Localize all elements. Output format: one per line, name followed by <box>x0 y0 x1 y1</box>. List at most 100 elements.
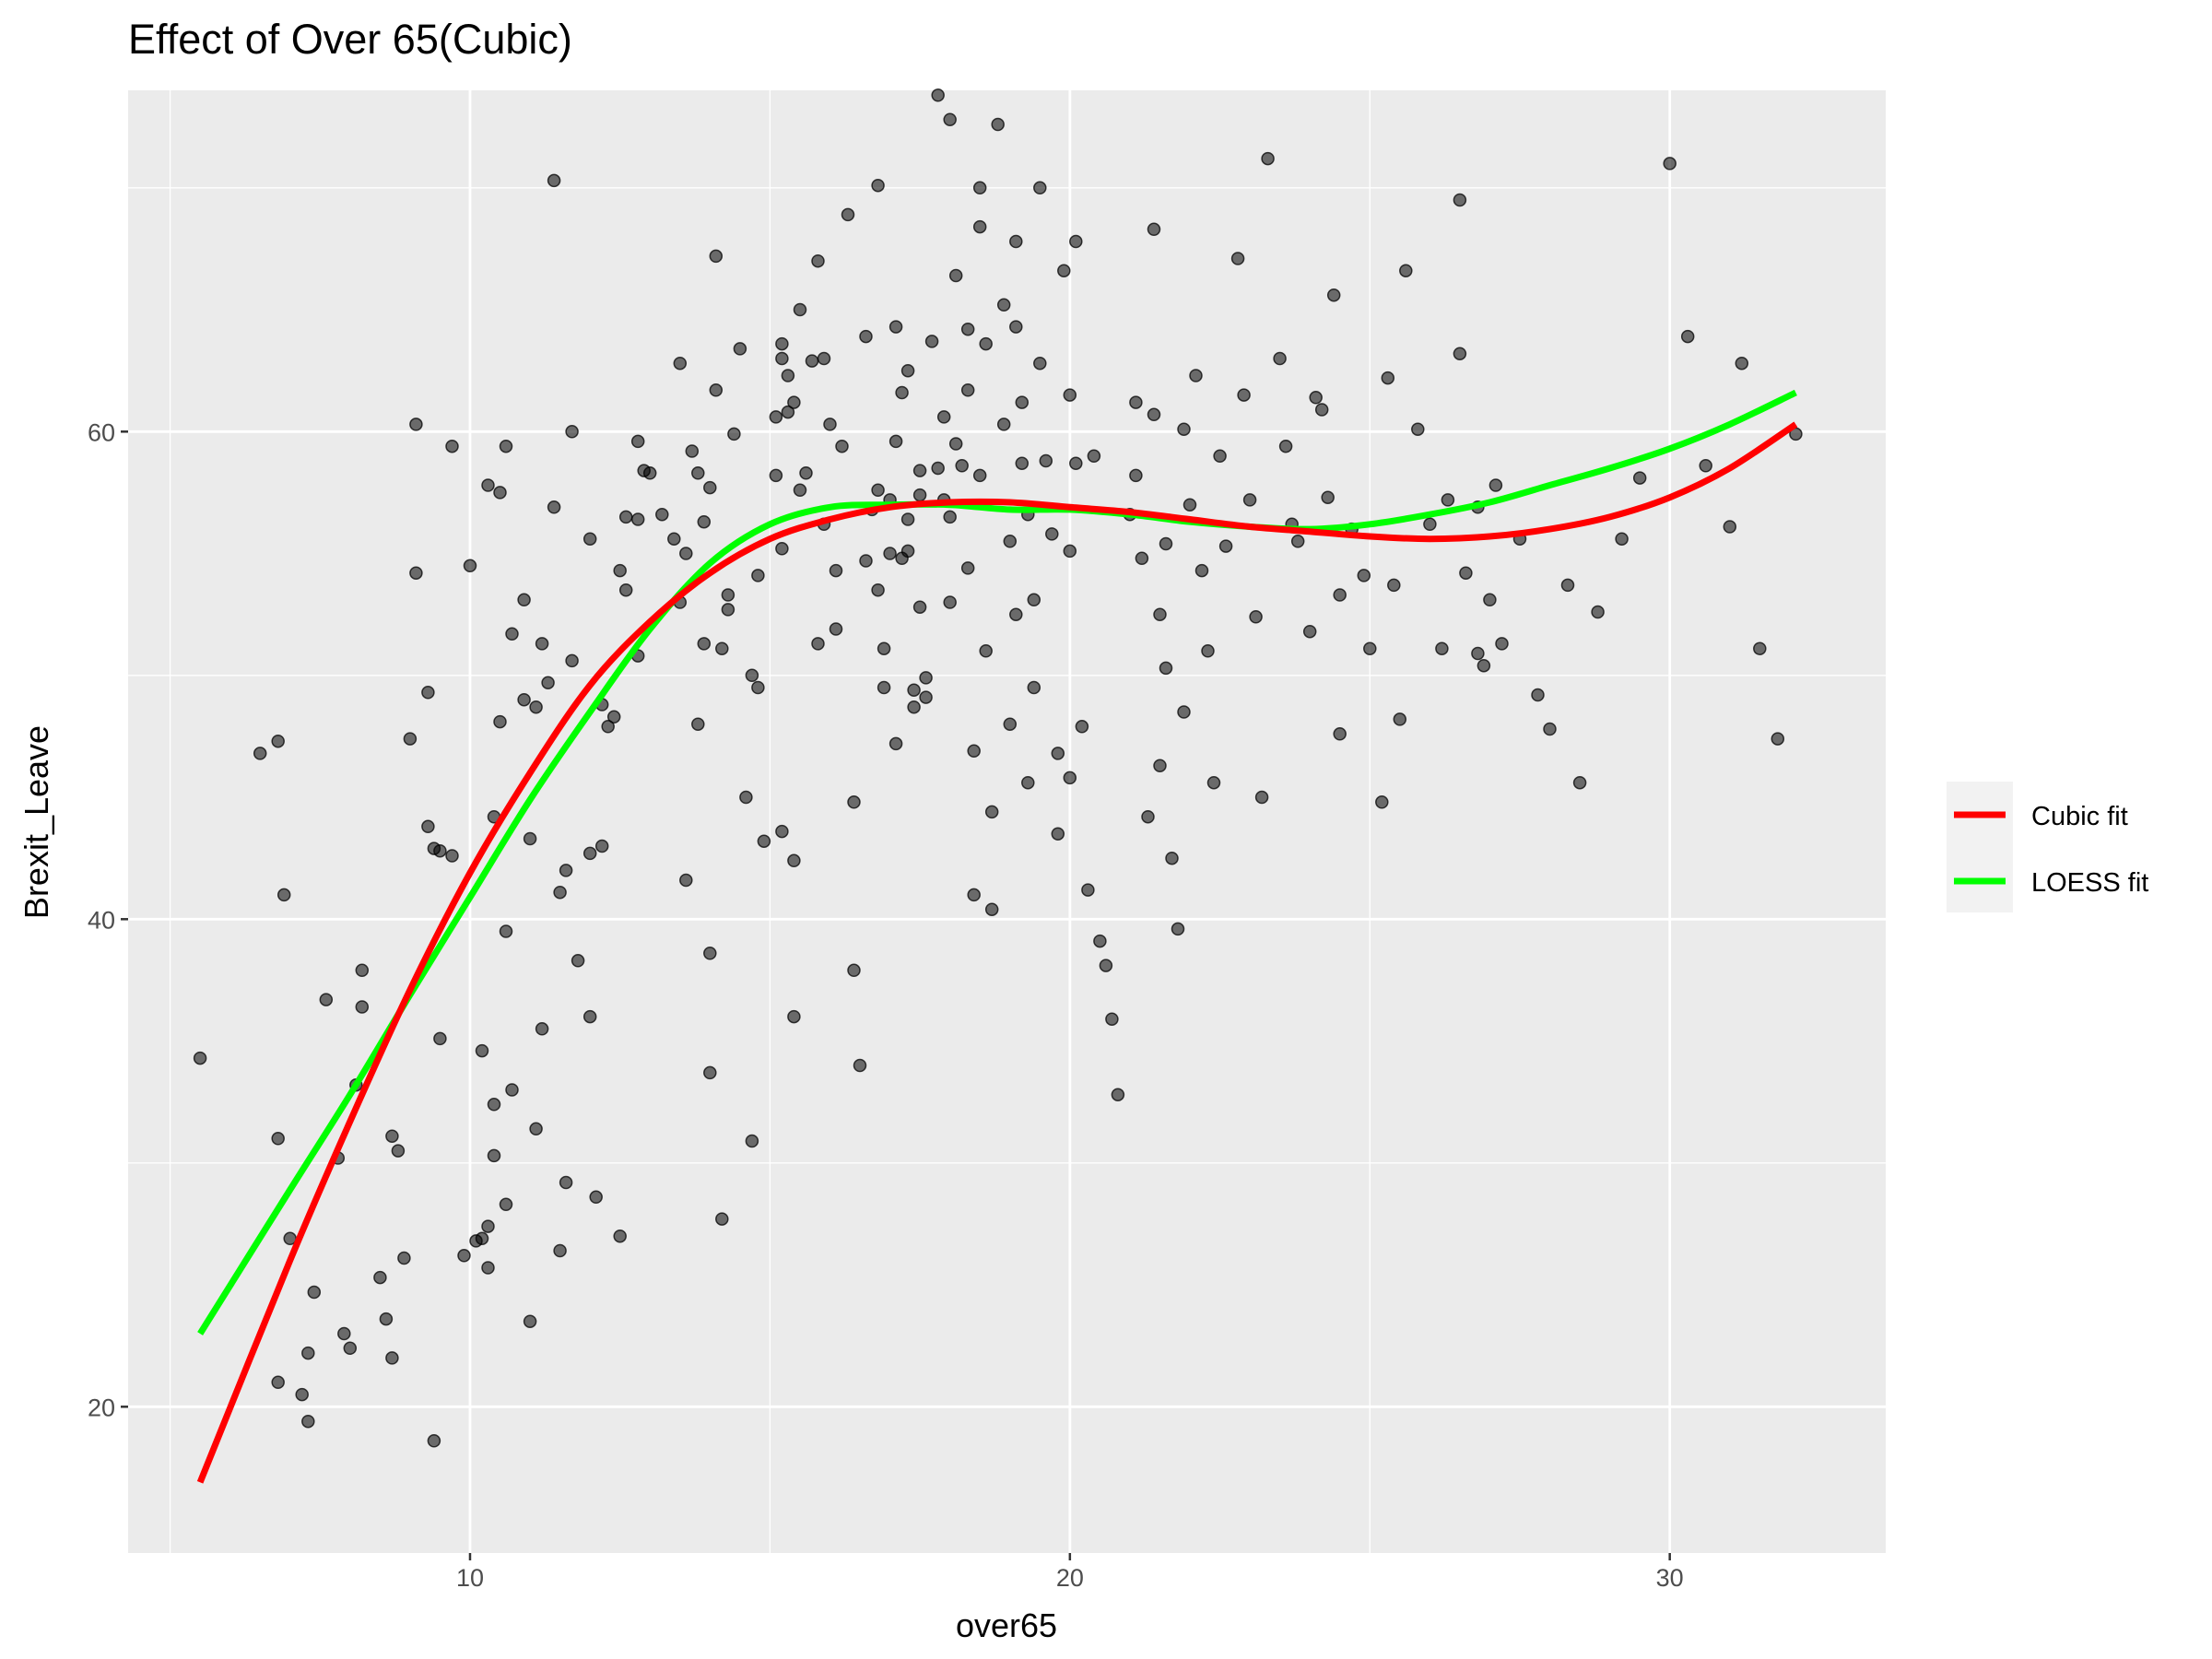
data-point <box>1218 539 1233 553</box>
data-point <box>1147 222 1161 237</box>
y-tick-label: 20 <box>88 1394 115 1421</box>
data-point <box>618 510 633 524</box>
data-point <box>907 700 921 714</box>
data-point <box>630 434 645 449</box>
data-point <box>1375 795 1389 809</box>
data-point <box>799 466 813 480</box>
data-point <box>613 1229 627 1243</box>
data-point <box>301 1346 315 1360</box>
x-tick-label: 30 <box>1656 1564 1684 1592</box>
data-point <box>709 249 724 264</box>
data-point <box>505 627 519 641</box>
data-point <box>355 963 370 978</box>
data-point <box>1141 809 1155 824</box>
data-point <box>1680 329 1695 344</box>
data-point <box>691 466 705 480</box>
data-point <box>1015 395 1030 409</box>
x-tick-label: 20 <box>1056 1564 1084 1592</box>
data-point <box>379 1312 394 1326</box>
data-point <box>397 1251 411 1265</box>
data-point <box>1393 712 1407 726</box>
data-point <box>493 714 507 729</box>
data-point <box>1249 610 1263 624</box>
data-point <box>1039 453 1053 468</box>
data-point <box>499 439 513 453</box>
data-point <box>1063 388 1077 402</box>
data-point <box>337 1326 351 1341</box>
data-point <box>919 671 933 685</box>
data-point <box>697 514 712 529</box>
data-point <box>811 253 825 268</box>
data-point <box>1033 181 1047 195</box>
data-point <box>559 1175 573 1190</box>
data-point <box>912 464 927 477</box>
data-point <box>541 676 555 689</box>
data-point <box>960 322 975 336</box>
data-point <box>1302 624 1317 639</box>
data-point <box>1663 157 1677 171</box>
data-point <box>703 947 717 960</box>
data-point <box>307 1285 322 1300</box>
data-point <box>847 963 861 978</box>
data-point <box>1357 569 1371 582</box>
data-point <box>960 561 975 575</box>
data-point <box>1105 1012 1119 1026</box>
data-point <box>535 1022 549 1036</box>
data-point <box>391 1144 406 1158</box>
data-point <box>1560 578 1575 593</box>
data-point <box>1309 391 1323 405</box>
data-point <box>972 468 987 483</box>
data-point <box>1459 566 1473 580</box>
data-point <box>1182 498 1197 512</box>
data-point <box>960 383 975 397</box>
data-point <box>1213 449 1227 464</box>
data-point <box>841 207 855 222</box>
data-point <box>1033 356 1047 371</box>
data-point <box>1230 252 1245 265</box>
data-point <box>271 1375 285 1390</box>
data-point <box>463 559 477 573</box>
data-point <box>1254 790 1269 805</box>
data-point <box>1471 646 1485 661</box>
data-point <box>984 902 999 916</box>
data-point <box>1045 527 1059 541</box>
data-point <box>679 873 693 888</box>
data-point <box>295 1387 309 1402</box>
data-point <box>475 1231 489 1246</box>
data-point <box>721 588 735 602</box>
data-point <box>1189 369 1203 382</box>
data-point <box>589 1190 603 1205</box>
data-point <box>1435 641 1449 655</box>
legend: Cubic fit LOESS fit <box>1947 782 2148 912</box>
data-point <box>948 437 963 451</box>
data-point <box>1009 607 1023 621</box>
data-point <box>618 582 633 597</box>
data-point <box>823 418 837 431</box>
data-point <box>481 1219 495 1233</box>
data-point <box>642 466 657 480</box>
data-point <box>1165 851 1179 865</box>
y-axis-title: Brexit_Leave <box>18 725 55 919</box>
data-point <box>859 329 873 344</box>
data-point <box>979 336 993 351</box>
data-point <box>1261 151 1275 166</box>
data-point <box>1003 717 1018 731</box>
data-point <box>685 444 700 458</box>
data-point <box>1723 520 1737 534</box>
data-point <box>517 692 531 707</box>
series-line-cubic-fit <box>196 421 1798 1484</box>
data-point <box>912 600 927 614</box>
data-point <box>877 641 891 655</box>
data-point <box>871 582 885 597</box>
data-point <box>1051 827 1065 841</box>
data-point <box>1027 593 1041 607</box>
data-point <box>775 824 789 839</box>
data-point <box>1363 641 1377 655</box>
data-point <box>900 363 915 378</box>
data-point <box>781 369 795 382</box>
data-point <box>301 1414 315 1429</box>
data-point <box>445 439 459 453</box>
data-point <box>1009 234 1023 249</box>
scatter-points <box>193 88 1803 1448</box>
data-point <box>936 410 951 424</box>
